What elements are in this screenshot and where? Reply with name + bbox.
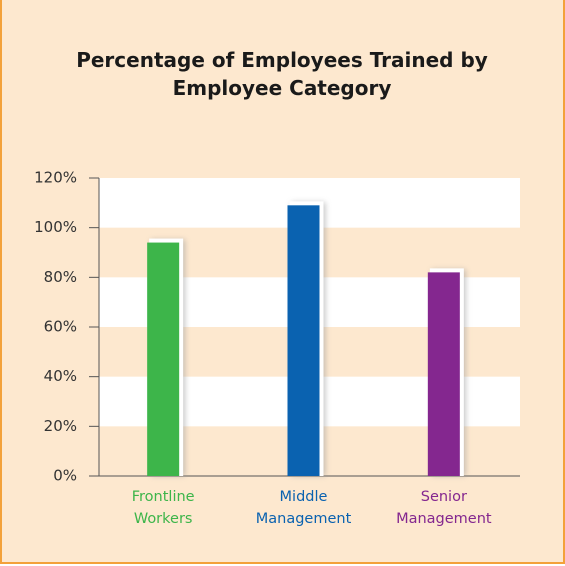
- y-tick-label: 20%: [44, 417, 77, 435]
- y-tick-label: 0%: [53, 467, 77, 485]
- x-tick-label: Senior Management: [396, 489, 492, 527]
- y-tick-label: 120%: [34, 169, 77, 187]
- bar: [427, 272, 460, 476]
- y-tick-label: 80%: [44, 268, 77, 286]
- y-tick-label: 100%: [34, 218, 77, 236]
- y-tick-label: 60%: [44, 318, 77, 336]
- x-tick-label: Middle Management: [255, 489, 352, 527]
- chart-title: Percentage of Employees Trained by Emplo…: [76, 48, 488, 100]
- y-tick-label: 40%: [44, 367, 77, 385]
- x-tick-label: Frontline Workers: [131, 489, 195, 527]
- bar: [147, 242, 180, 476]
- bar: [287, 205, 320, 477]
